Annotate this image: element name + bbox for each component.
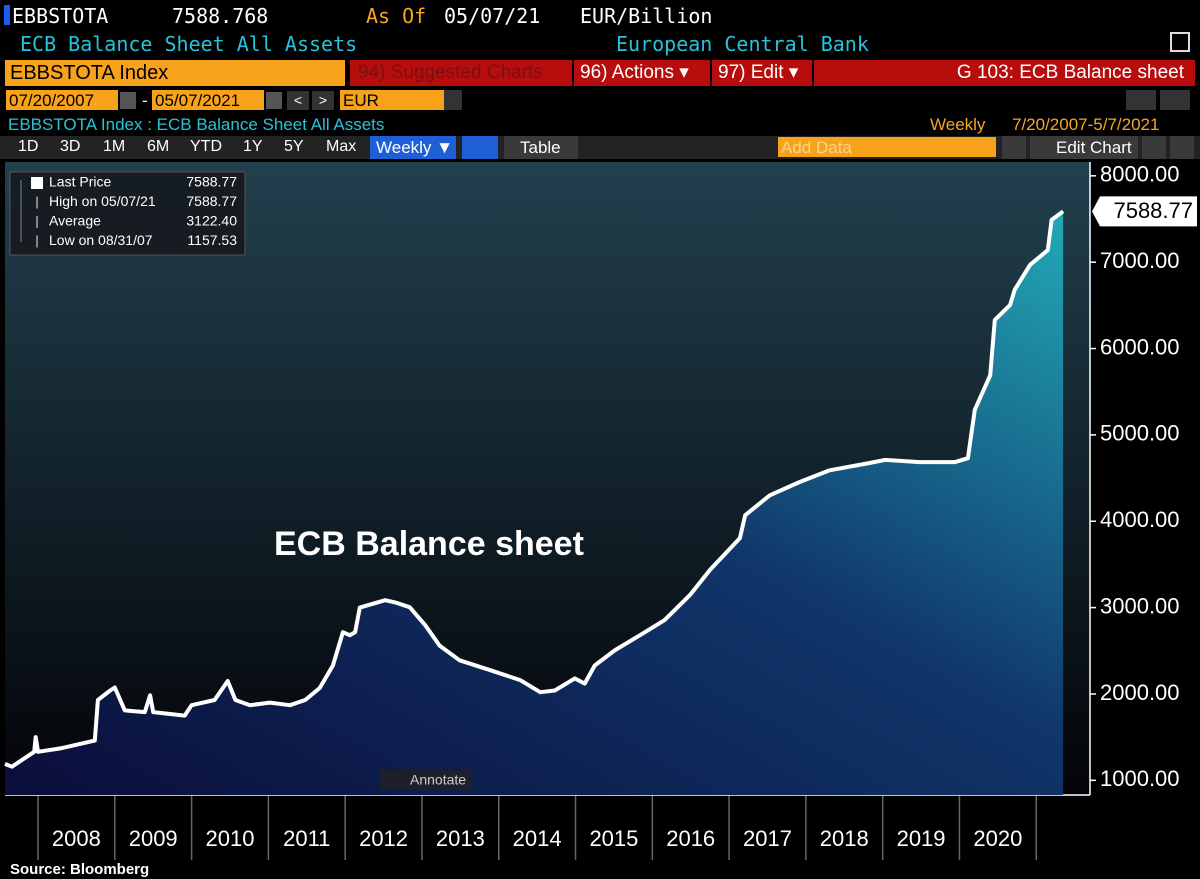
price: 7588.768: [172, 4, 269, 28]
x-tick-label: 2014: [513, 826, 562, 851]
annotation: ECB Balance sheet: [274, 525, 584, 563]
calendar-icon[interactable]: [120, 92, 136, 109]
frequency: Weekly ▼: [376, 138, 453, 157]
popout-icon[interactable]: [1170, 32, 1190, 52]
legend-value: 7588.77: [186, 174, 237, 190]
currency: EUR: [343, 91, 379, 110]
table-button[interactable]: [504, 136, 578, 159]
suggested-charts[interactable]: 94) Suggested Charts: [358, 62, 543, 83]
price-tag-bg: [1092, 196, 1197, 227]
price-tag: 7588.77: [1113, 198, 1193, 223]
x-tick-label: 2015: [589, 826, 638, 851]
legend-label: High on 05/07/21: [49, 193, 156, 209]
gear-button[interactable]: [1170, 136, 1194, 159]
x-tick-label: 2020: [973, 826, 1022, 851]
as-of-label: As Of: [366, 4, 427, 28]
page-title: G 103: ECB Balance sheet: [956, 62, 1184, 83]
y-tick-label: 1000.00: [1100, 766, 1180, 791]
date-sep: -: [142, 91, 148, 110]
x-tick-label: 2019: [897, 826, 946, 851]
x-tick-label: 2008: [52, 826, 101, 851]
y-tick-label: 7000.00: [1100, 248, 1180, 273]
x-tick-label: 2018: [820, 826, 869, 851]
period-button[interactable]: 1M: [103, 138, 126, 155]
redo[interactable]: [1160, 90, 1190, 110]
price-line: [4, 209, 1065, 769]
period-button[interactable]: 5Y: [284, 138, 304, 155]
y-tick-label: 8000.00: [1100, 162, 1180, 187]
info-frequency: Weekly: [930, 115, 986, 134]
x-tick-label: 2011: [283, 826, 330, 851]
info-title: EBBSTOTA Index : ECB Balance Sheet All A…: [8, 115, 385, 134]
end-date: 05/07/2021: [155, 91, 241, 110]
period-button[interactable]: 6M: [147, 138, 170, 155]
calendar-icon[interactable]: [266, 92, 282, 109]
period-button[interactable]: 1Y: [243, 138, 263, 155]
y-tick-label: 4000.00: [1100, 507, 1180, 532]
x-tick-label: 2009: [129, 826, 178, 851]
actions[interactable]: 96) Actions ▾: [580, 62, 689, 83]
chart-type-button[interactable]: [462, 136, 498, 159]
edit-chart-button[interactable]: [1030, 136, 1138, 159]
frequency-button[interactable]: [370, 136, 456, 159]
command-bar: [350, 60, 1195, 86]
security: EBBSTOTA Index: [10, 62, 169, 84]
currency-input[interactable]: [340, 90, 462, 110]
edit[interactable]: 97) Edit ▾: [718, 62, 799, 83]
collapse-button[interactable]: [1002, 136, 1026, 159]
edit-chart: Edit Chart: [1056, 138, 1132, 157]
area-fill: [5, 211, 1064, 796]
x-tick-label: 2016: [666, 826, 715, 851]
y-tick-label: 3000.00: [1100, 593, 1180, 618]
prev-button[interactable]: <: [287, 91, 309, 110]
settings-button[interactable]: [1142, 136, 1166, 159]
next-button[interactable]: >: [312, 91, 334, 110]
ticker: EBBSTOTA: [12, 4, 109, 28]
dropdown[interactable]: [444, 90, 462, 110]
annotate-button[interactable]: Annotate: [410, 772, 466, 788]
legend-value: 1157.53: [187, 232, 237, 248]
source: Source: Bloomberg: [10, 861, 150, 878]
legend-value: 7588.77: [186, 193, 237, 209]
end-input[interactable]: [152, 90, 264, 110]
marker: [4, 5, 10, 25]
source-org: European Central Bank: [616, 32, 869, 56]
y-tick-label: 6000.00: [1100, 334, 1180, 359]
x-tick-label: 2013: [436, 826, 485, 851]
y-tick-label: 2000.00: [1100, 680, 1180, 705]
divider: [572, 60, 574, 86]
legend-value: 3122.40: [186, 213, 237, 229]
divider: [710, 60, 712, 86]
x-tick-label: 2012: [359, 826, 408, 851]
period-button[interactable]: 1D: [18, 138, 39, 155]
divider: [812, 60, 814, 86]
units: EUR/Billion: [580, 4, 713, 28]
legend-label: Low on 08/31/07: [49, 232, 153, 248]
x-tick-label: 2010: [206, 826, 255, 851]
chart: 1000.00 2000.00 3000.00 4000.00 5000.00 6000.…: [4, 162, 1197, 860]
security-box[interactable]: [5, 60, 345, 86]
x-axis-band: [5, 795, 1090, 860]
as-of: 05/07/21: [444, 4, 541, 28]
legend-swatch: [31, 177, 43, 189]
security-name: ECB Balance Sheet All Assets: [20, 32, 358, 56]
undo[interactable]: [1126, 90, 1156, 110]
legend-label: Last Price: [49, 174, 111, 190]
add-data-input[interactable]: [778, 137, 996, 157]
start-input[interactable]: [6, 90, 118, 110]
info-range: 7/20/2007-5/7/2021: [1012, 115, 1160, 134]
table: Table: [520, 138, 561, 157]
add-data: Add Data: [781, 138, 852, 157]
start-date: 07/20/2007: [9, 91, 95, 110]
legend-box: [9, 171, 246, 256]
x-tick-label: 2017: [743, 826, 792, 851]
annotate-button-bg: [380, 770, 472, 790]
period-button[interactable]: YTD: [190, 138, 222, 155]
period-button[interactable]: Max: [326, 138, 357, 155]
y-tick-label: 5000.00: [1100, 421, 1180, 446]
legend-label: Average: [49, 213, 101, 229]
period-button[interactable]: 3D: [60, 138, 81, 155]
